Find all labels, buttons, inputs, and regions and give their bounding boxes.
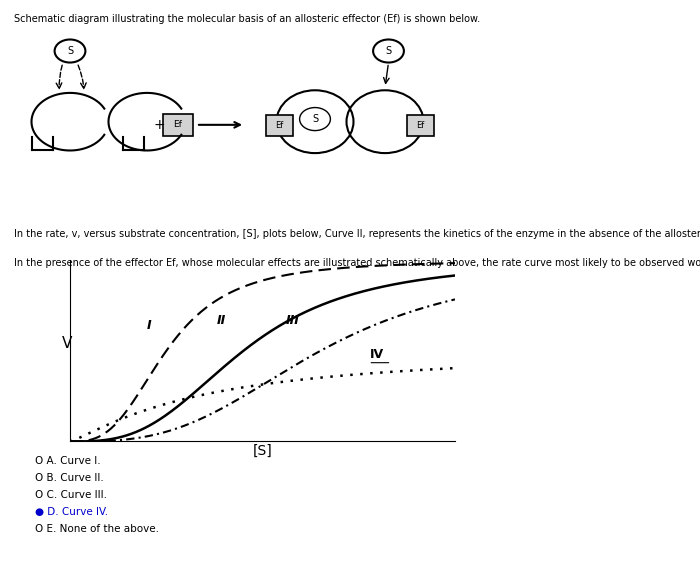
Text: Schematic diagram illustrating the molecular basis of an allosteric effector (Ef: Schematic diagram illustrating the molec… (14, 14, 480, 24)
Text: II: II (216, 314, 225, 327)
Text: O B. Curve II.: O B. Curve II. (35, 473, 104, 483)
Text: S: S (386, 46, 391, 56)
Text: IV: IV (370, 348, 384, 361)
Text: III: III (286, 314, 300, 327)
Text: O C. Curve III.: O C. Curve III. (35, 490, 107, 500)
Y-axis label: V: V (62, 336, 72, 351)
Text: O E. None of the above.: O E. None of the above. (35, 524, 159, 534)
FancyBboxPatch shape (266, 115, 293, 136)
Text: Ef: Ef (174, 121, 182, 130)
Text: S: S (312, 114, 318, 124)
FancyBboxPatch shape (407, 115, 434, 136)
Text: O A. Curve I.: O A. Curve I. (35, 456, 101, 466)
Text: In the rate, v, versus substrate concentration, [S], plots below, Curve II, repr: In the rate, v, versus substrate concent… (14, 229, 700, 239)
Text: In the presence of the effector Ef, whose molecular effects are illustrated sche: In the presence of the effector Ef, whos… (14, 258, 700, 268)
FancyBboxPatch shape (163, 114, 193, 136)
Text: S: S (67, 46, 73, 56)
Text: I: I (147, 319, 152, 332)
Text: ● D. Curve IV.: ● D. Curve IV. (35, 507, 108, 517)
Text: Ef: Ef (416, 121, 424, 130)
X-axis label: [S]: [S] (253, 444, 272, 458)
Text: Ef: Ef (276, 121, 284, 130)
Text: +: + (153, 118, 164, 132)
